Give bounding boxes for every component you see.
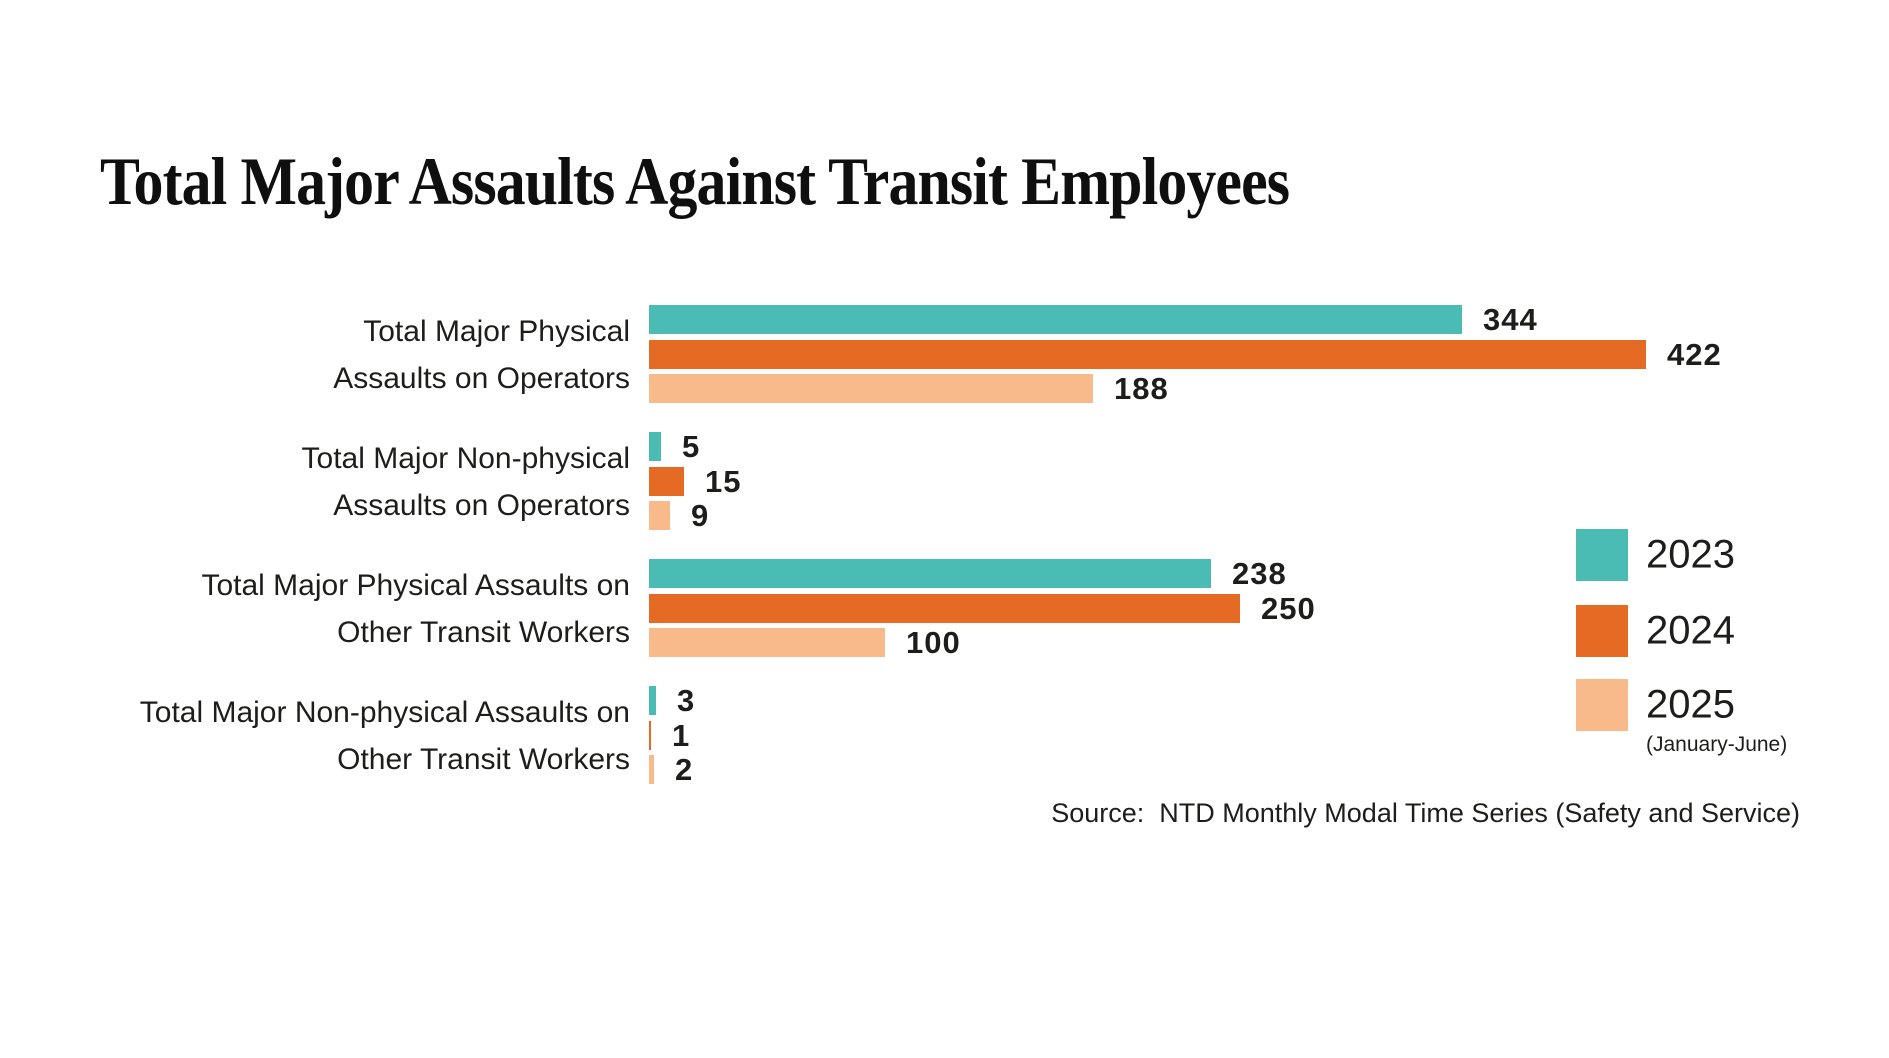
bar-2023: [649, 686, 656, 715]
category-label-line: Total Major Physical: [363, 314, 630, 348]
legend-note-january-june: (January-June): [1646, 733, 1788, 756]
category-label-line: Total Major Non-physical: [301, 441, 630, 475]
bar-row: 9: [649, 498, 709, 533]
bar-row: 422: [649, 337, 1722, 372]
bar-2025: [649, 628, 885, 657]
bar-row: 238: [649, 556, 1287, 591]
bar-row: 344: [649, 302, 1538, 337]
bar-2023: [649, 559, 1211, 588]
category-label-line: Total Major Non-physical Assaults on: [139, 695, 630, 729]
source-note: Source: NTD Monthly Modal Time Series (S…: [1051, 798, 1800, 828]
category-label: Total Major Physical Assaults on Operator…: [40, 305, 630, 404]
legend-label-2025: 2025: [1646, 682, 1735, 727]
category-label-line: Total Major Physical Assaults on: [201, 568, 630, 602]
category-label-line: Other Transit Workers: [337, 742, 630, 776]
bar-value-label: 15: [705, 463, 742, 499]
bar-row: 2: [649, 752, 693, 787]
bar-2023: [649, 432, 661, 461]
bar-row: 5: [649, 429, 700, 464]
legend-label-2024: 2024: [1646, 608, 1735, 653]
legend-entry-2023: 2023: [1576, 529, 1876, 581]
legend-label-2023: 2023: [1646, 532, 1735, 577]
bar-2024: [649, 467, 684, 496]
bar-2024: [649, 721, 651, 750]
bar-2023: [649, 305, 1462, 334]
category-label: Total Major Non-physical Assaults on Othe…: [40, 686, 630, 785]
plot-area: 344 422 188 5 15 9 238 250 100 3 1 2: [649, 302, 1829, 787]
legend-entry-2025: 2025 (January-June): [1576, 679, 1876, 756]
category-label-line: Other Transit Workers: [337, 615, 630, 649]
bar-2025: [649, 501, 670, 530]
bar-2024: [649, 594, 1240, 623]
bar-value-label: 188: [1114, 370, 1169, 406]
bar-value-label: 9: [691, 497, 710, 533]
bar-row: 100: [649, 625, 961, 660]
bar-row: 250: [649, 591, 1316, 626]
bar-value-label: 344: [1483, 301, 1538, 337]
legend-swatch-2023: [1576, 529, 1628, 581]
bar-row: 188: [649, 371, 1169, 406]
bar-2024: [649, 340, 1646, 369]
legend-swatch-2025: [1576, 679, 1628, 731]
bar-2025: [649, 374, 1093, 403]
category-label-line: Assaults on Operators: [333, 488, 630, 522]
bar-value-label: 1: [672, 717, 691, 753]
category-labels: Total Major Physical Assaults on Operator…: [40, 305, 630, 785]
bar-row: 3: [649, 683, 695, 718]
legend-entry-2024: 2024: [1576, 605, 1876, 657]
category-label: Total Major Non-physical Assaults on Oper…: [40, 432, 630, 531]
bar-value-label: 238: [1232, 555, 1287, 591]
legend: 2023 2024 2025 (January-June): [1576, 529, 1876, 769]
bar-value-label: 3: [677, 682, 696, 718]
category-label: Total Major Physical Assaults on Other Tr…: [40, 559, 630, 658]
bar-value-label: 100: [906, 624, 961, 660]
bar-2025: [649, 755, 654, 784]
bar-value-label: 422: [1667, 336, 1722, 372]
bar-row: 15: [649, 464, 741, 499]
bar-value-label: 2: [675, 751, 694, 787]
bar-value-label: 250: [1261, 590, 1316, 626]
category-label-line: Assaults on Operators: [333, 361, 630, 395]
bar-row: 1: [649, 718, 690, 753]
bar-value-label: 5: [682, 428, 701, 464]
legend-swatch-2024: [1576, 605, 1628, 657]
chart-title: Total Major Assaults Against Transit Emp…: [100, 143, 1290, 219]
